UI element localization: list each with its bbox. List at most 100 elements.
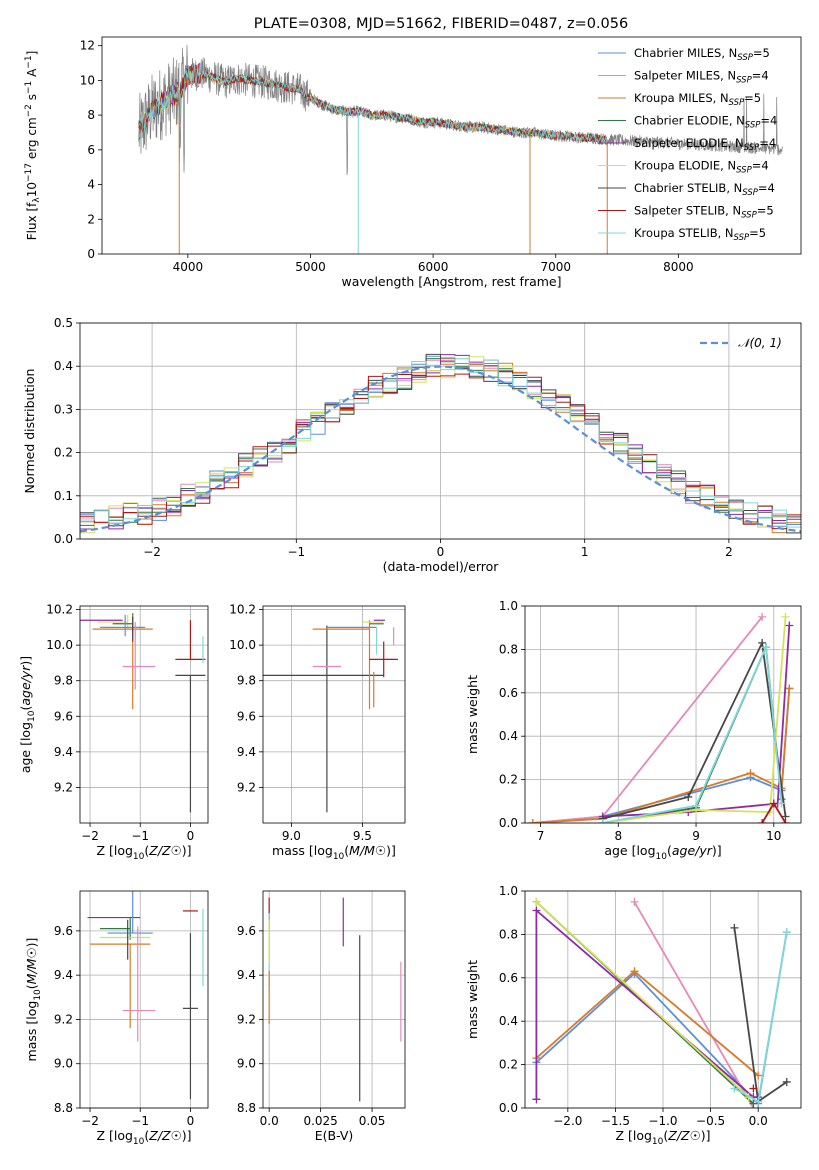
- y-tick-label: 9.0: [54, 1057, 73, 1071]
- histogram-kroupa-stelib: [80, 358, 801, 539]
- weight-marker: [746, 769, 755, 778]
- y-axis-label: mass weight: [465, 960, 480, 1039]
- x-tick-label: −0.5: [696, 1114, 725, 1128]
- chart-title: PLATE=0308, MJD=51662, FIBERID=0487, z=0…: [254, 16, 628, 32]
- y-tick-label: 10.2: [229, 603, 256, 617]
- plot-area: [268, 897, 402, 1102]
- panel: 9.0 9.5 9.2 9.4 9.6 9.8 10.0 10.2 mass [log10(M/…: [229, 603, 406, 862]
- weight-marker: [758, 819, 767, 823]
- weight-marker: [630, 897, 639, 906]
- weight-line-kroupa-stelib: [602, 643, 783, 823]
- x-tick-label: 0.0: [260, 1114, 279, 1128]
- model-spectrum-kroupa-stelib: [138, 64, 608, 144]
- panel: −2.0 −1.5 −1.0 −0.5 0.0 0.0 0.2 0.4 0.6 0.8 1.0 Z […: [465, 884, 802, 1147]
- weight-marker: [749, 1084, 758, 1093]
- legend-label: Salpeter MILES, NSSP=4: [634, 69, 769, 86]
- y-tick-label: 10: [80, 73, 95, 87]
- weight-marker: [692, 801, 701, 810]
- weight-marker: [754, 1097, 763, 1106]
- y-tick-label: 0.1: [54, 489, 73, 503]
- y-tick-label: 2: [87, 212, 95, 226]
- y-tick-label: 0.3: [54, 402, 73, 416]
- y-tick-label: 10.2: [46, 603, 73, 617]
- weight-marker: [777, 799, 786, 808]
- weight-marker: [532, 897, 541, 906]
- x-tick-label: 8: [614, 829, 622, 843]
- weight-marker: [630, 967, 639, 976]
- y-tick-label: 9.4: [54, 745, 73, 759]
- weight-marker: [730, 1084, 739, 1093]
- weight-line-chabrier-miles: [532, 688, 791, 823]
- y-axis-label: Normed distribution: [22, 369, 37, 494]
- weight-line-kroupa-elodie: [535, 901, 750, 1098]
- x-axis-label: Z [log10(Z/Z☉)]: [615, 1128, 710, 1147]
- y-tick-label: 0.6: [499, 686, 518, 700]
- y-tick-label: 0.0: [499, 816, 518, 830]
- x-tick-label: 9.5: [353, 829, 372, 843]
- y-tick-label: 9.6: [237, 709, 256, 723]
- x-tick-label: 9: [692, 829, 700, 843]
- plot-area: [263, 619, 398, 813]
- axes-frame: [262, 890, 406, 1109]
- weight-marker: [758, 638, 767, 647]
- weight-marker: [782, 928, 791, 937]
- legend-label: Kroupa ELODIE, NSSP=4: [634, 159, 769, 176]
- histogram-kroupa-elodie: [80, 356, 801, 539]
- axes-frame: [524, 890, 802, 1109]
- data-spectrum: [138, 44, 783, 176]
- y-tick-label: 9.4: [237, 745, 256, 759]
- y-tick-label: 0.2: [54, 446, 73, 460]
- y-tick-label: 9.6: [54, 924, 73, 938]
- y-tick-label: 0.4: [499, 729, 518, 743]
- x-axis-label: Z [log10(Z/Z☉)]: [96, 1128, 191, 1147]
- panel: 4000 5000 6000 7000 8000 0 2 4 6 8 10 12 wavelength …: [24, 36, 802, 289]
- histogram-salpeter-stelib: [80, 365, 801, 539]
- axes-frame: [101, 36, 802, 255]
- x-tick-label: 0: [437, 545, 445, 559]
- y-tick-label: 0: [87, 247, 95, 261]
- x-tick-label: 0.025: [303, 1114, 337, 1128]
- x-tick-label: 0.0: [749, 1114, 768, 1128]
- y-tick-label: 10.0: [46, 638, 73, 652]
- plot-area: [80, 353, 801, 539]
- weight-marker: [781, 819, 790, 823]
- x-tick-label: −1.5: [601, 1114, 630, 1128]
- panel: −2 −1 0 9.2 9.4 9.6 9.8 10.0 10.2 Z [log10(Z/Z☉)]…: [18, 603, 209, 862]
- y-tick-label: 0.0: [54, 532, 73, 546]
- x-tick-label: 9.0: [282, 829, 301, 843]
- y-tick-label: 0.2: [499, 1058, 518, 1072]
- x-axis-label: E(B-V): [315, 1128, 354, 1143]
- x-tick-label: 4000: [173, 260, 204, 274]
- x-tick-label: 1: [581, 545, 589, 559]
- x-tick-label: 7: [537, 829, 545, 843]
- x-tick-label: −1: [131, 829, 149, 843]
- normal-curve: [80, 365, 801, 533]
- x-tick-label: 0: [187, 1114, 195, 1128]
- plot-area: [80, 613, 206, 813]
- y-tick-label: 9.6: [237, 924, 256, 938]
- x-tick-label: 10: [766, 829, 781, 843]
- x-tick-label: −1: [131, 1114, 149, 1128]
- x-tick-label: −2: [143, 545, 161, 559]
- weight-marker: [730, 923, 739, 932]
- x-tick-label: 8000: [663, 260, 694, 274]
- panel: −2 −1 0 1 2 0.0 0.1 0.2 0.3 0.4 0.5 (data-model)/er…: [22, 316, 802, 574]
- y-tick-label: 0.0: [499, 1101, 518, 1115]
- plot-area: [528, 612, 794, 823]
- legend-label: Kroupa STELIB, NSSP=5: [634, 226, 766, 243]
- legend-label: Chabrier ELODIE, NSSP=4: [634, 114, 777, 131]
- axes-frame: [79, 322, 802, 540]
- weight-line-salpeter-miles: [633, 901, 755, 1108]
- y-tick-label: 9.6: [54, 709, 73, 723]
- weight-line-kroupa-elodie: [602, 616, 787, 823]
- weight-marker: [758, 612, 767, 621]
- legend-label: Chabrier MILES, NSSP=5: [634, 46, 770, 63]
- x-axis-label: age [log10(age/yr)]: [604, 843, 721, 862]
- panel: 0.0 0.025 0.05 8.8 9.0 9.2 9.4 9.6 E(B-V): [237, 890, 406, 1143]
- y-tick-label: 0.8: [499, 927, 518, 941]
- weight-line-salpeter-miles: [532, 616, 763, 823]
- y-tick-label: 0.4: [499, 1014, 518, 1028]
- y-tick-label: 9.8: [54, 674, 73, 688]
- y-tick-label: 12: [80, 39, 95, 53]
- y-tick-label: 8.8: [237, 1101, 256, 1115]
